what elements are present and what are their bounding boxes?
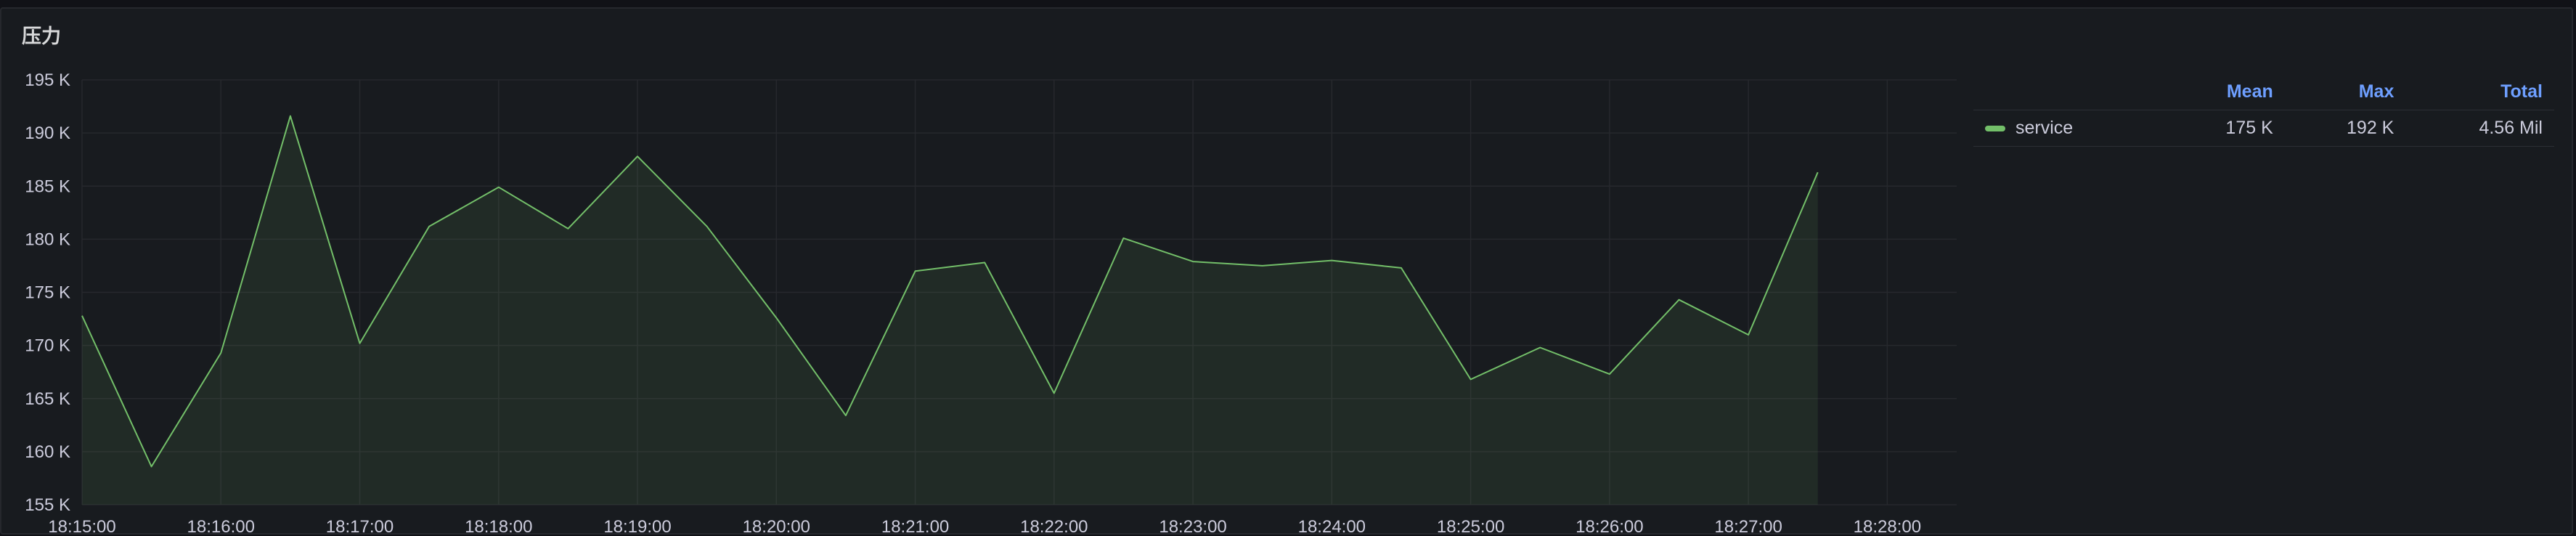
- y-tick-label: 155 K: [25, 495, 70, 515]
- data-point[interactable]: [428, 225, 431, 228]
- data-point[interactable]: [81, 314, 83, 317]
- legend-header-row: Mean Max Total: [1973, 78, 2554, 110]
- data-point[interactable]: [706, 225, 709, 228]
- x-tick-label: 18:19:00: [603, 517, 671, 536]
- data-point[interactable]: [1608, 373, 1611, 375]
- legend-header-max[interactable]: Max: [2284, 78, 2406, 110]
- y-tick-label: 190 K: [25, 123, 70, 143]
- legend-series-name[interactable]: service: [1973, 110, 2164, 147]
- data-point[interactable]: [1400, 267, 1403, 269]
- time-series-panel: 压力 Mean Max Total service 175 K 192 K: [0, 7, 2573, 535]
- x-tick-label: 18:17:00: [326, 517, 394, 536]
- data-point[interactable]: [1261, 264, 1264, 267]
- data-point[interactable]: [1747, 333, 1750, 336]
- x-tick-label: 18:23:00: [1159, 517, 1226, 536]
- data-point[interactable]: [150, 465, 153, 468]
- legend-max-value: 192 K: [2284, 110, 2406, 147]
- x-tick-label: 18:21:00: [881, 517, 949, 536]
- x-tick-label: 18:18:00: [465, 517, 532, 536]
- y-tick-label: 170 K: [25, 336, 70, 356]
- legend-row-service[interactable]: service 175 K 192 K 4.56 Mil: [1973, 110, 2554, 147]
- legend-series-label: service: [2015, 118, 2074, 138]
- y-tick-label: 165 K: [25, 389, 70, 409]
- data-point[interactable]: [1470, 378, 1472, 381]
- data-point[interactable]: [1678, 299, 1681, 301]
- data-point[interactable]: [914, 269, 917, 272]
- data-point[interactable]: [1817, 171, 1819, 174]
- y-tick-label: 195 K: [25, 70, 70, 90]
- y-tick-label: 160 K: [25, 442, 70, 462]
- panel-title[interactable]: 压力: [22, 25, 61, 47]
- data-point[interactable]: [1330, 259, 1333, 262]
- x-tick-label: 18:22:00: [1020, 517, 1088, 536]
- y-tick-label: 180 K: [25, 230, 70, 249]
- data-point[interactable]: [983, 261, 986, 264]
- legend-total-value: 4.56 Mil: [2405, 110, 2554, 147]
- data-point[interactable]: [497, 186, 500, 189]
- data-point[interactable]: [636, 155, 639, 158]
- legend-table: Mean Max Total service 175 K 192 K 4.56 …: [1973, 78, 2554, 147]
- data-point[interactable]: [1538, 346, 1541, 349]
- data-point[interactable]: [566, 227, 569, 230]
- series-area-fill: [82, 115, 1818, 505]
- legend-header-mean[interactable]: Mean: [2164, 78, 2285, 110]
- data-point[interactable]: [359, 342, 362, 345]
- y-tick-label: 175 K: [25, 283, 70, 303]
- x-tick-label: 18:26:00: [1576, 517, 1643, 536]
- x-tick-label: 18:16:00: [187, 517, 255, 536]
- x-tick-label: 18:25:00: [1437, 517, 1504, 536]
- y-tick-label: 185 K: [25, 176, 70, 196]
- x-tick-label: 18:28:00: [1854, 517, 1921, 536]
- data-point[interactable]: [1191, 260, 1194, 263]
- data-point[interactable]: [1053, 391, 1056, 394]
- series-line-service[interactable]: [81, 115, 1819, 468]
- data-point[interactable]: [289, 115, 292, 118]
- x-tick-label: 18:15:00: [48, 517, 115, 536]
- data-point[interactable]: [219, 352, 222, 354]
- legend-header-total[interactable]: Total: [2405, 78, 2554, 110]
- data-point[interactable]: [1122, 237, 1125, 240]
- data-point[interactable]: [844, 414, 847, 417]
- legend-mean-value: 175 K: [2164, 110, 2285, 147]
- x-tick-label: 18:27:00: [1714, 517, 1782, 536]
- legend-header-name: [1973, 78, 2164, 110]
- x-tick-label: 18:20:00: [743, 517, 810, 536]
- series-color-swatch: [1985, 126, 2005, 132]
- x-tick-label: 18:24:00: [1298, 517, 1366, 536]
- data-point[interactable]: [775, 317, 778, 320]
